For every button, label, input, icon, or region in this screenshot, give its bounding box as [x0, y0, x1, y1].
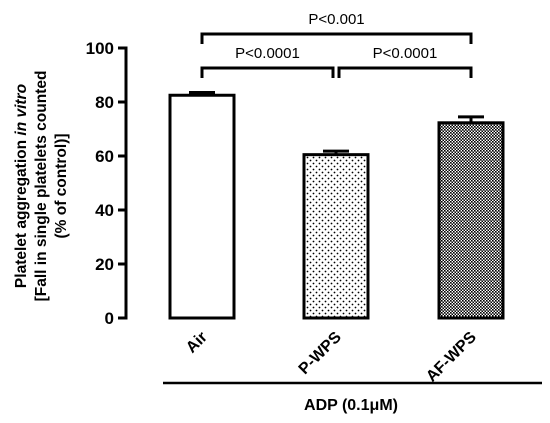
significance-annotations: P<0.0001 P<0.0001 P<0.001 — [200, 11, 473, 78]
x-category-label: P-WPS — [296, 329, 345, 378]
y-axis-label-line3: (% of control)] — [53, 133, 70, 238]
x-category-label: AF-WPS — [423, 329, 480, 386]
p-value-label: P<0.0001 — [373, 45, 438, 62]
y-axis-label-line1: Platelet aggregation in vitro — [13, 84, 30, 288]
bar-air — [168, 91, 236, 320]
bar-rect — [168, 93, 236, 320]
y-tick-label: 100 — [86, 39, 114, 58]
bars — [168, 91, 505, 320]
x-group-label: ADP (0.1μM) — [304, 397, 398, 414]
y-tick-label: 20 — [95, 255, 114, 274]
y-tick-label: 0 — [105, 309, 114, 328]
y-axis-label: Platelet aggregation in vitro [Fall in s… — [13, 71, 70, 302]
bar-af-wps — [437, 115, 505, 320]
y-tick-label: 40 — [95, 201, 114, 220]
significance-bracket: P<0.0001 — [337, 45, 473, 78]
bar-rect — [302, 153, 370, 320]
x-axis-labels: Air P-WPS AF-WPS ADP (0.1μM) — [163, 329, 542, 414]
x-category-label: Air — [183, 329, 211, 357]
y-tick-label: 60 — [95, 147, 114, 166]
bracket-line — [337, 66, 473, 78]
bracket-line — [200, 32, 473, 44]
significance-bracket: P<0.0001 — [200, 45, 335, 78]
bracket-line — [200, 66, 335, 78]
significance-bracket: P<0.001 — [200, 11, 473, 44]
bar-p-wps — [302, 149, 370, 320]
y-tick-label: 80 — [95, 93, 114, 112]
y-axis: 0 20 40 60 80 100 — [86, 39, 128, 328]
y-axis-label-line2: [Fall in single platelets counted — [33, 71, 50, 302]
p-value-label: P<0.001 — [308, 11, 364, 28]
p-value-label: P<0.0001 — [235, 45, 300, 62]
bar-rect — [437, 121, 505, 320]
